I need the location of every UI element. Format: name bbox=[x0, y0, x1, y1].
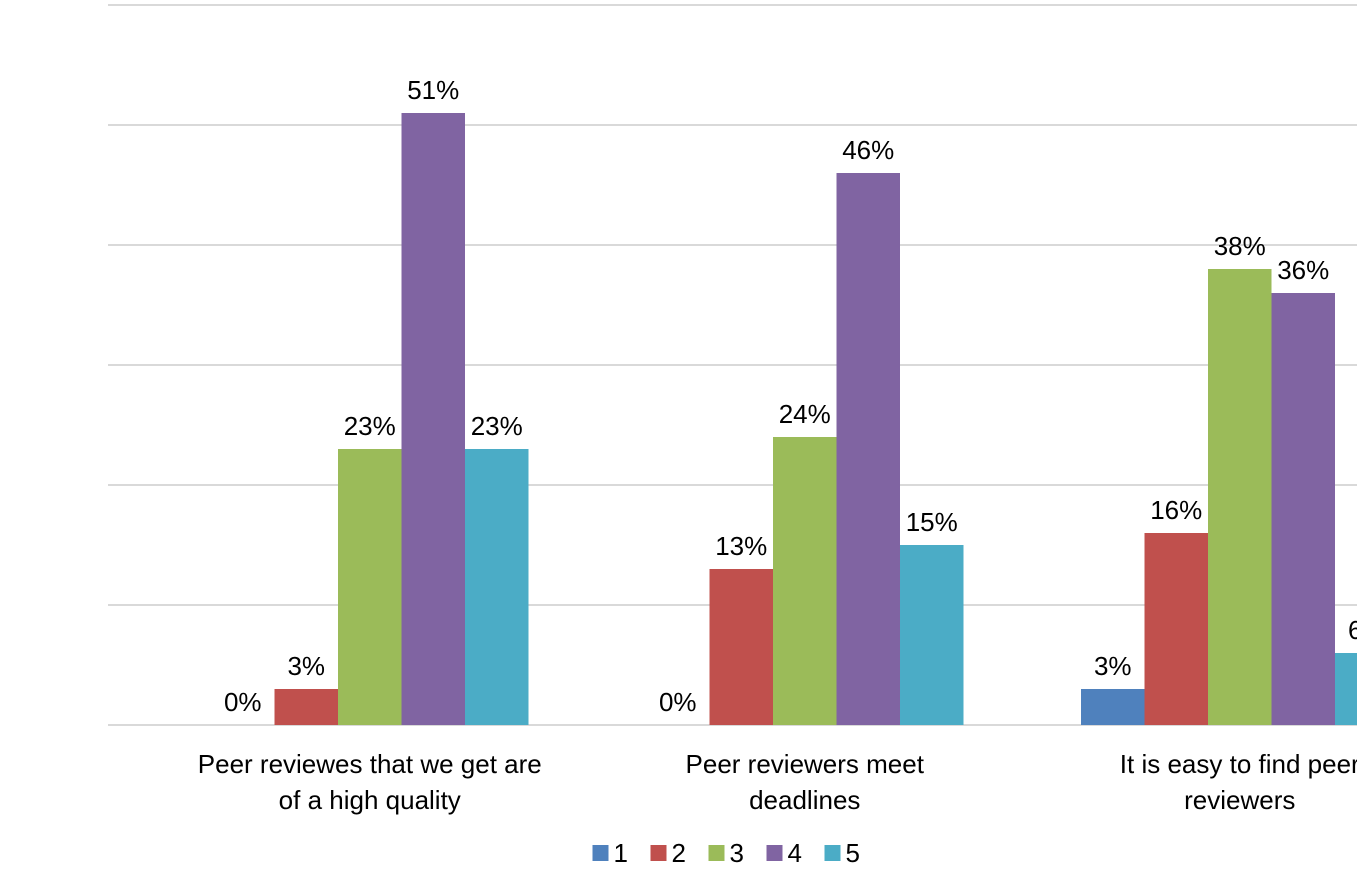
data-label: 24% bbox=[779, 399, 831, 429]
data-label: 51% bbox=[407, 75, 459, 105]
data-label: 6% bbox=[1348, 615, 1357, 645]
category-label: Peer reviewers meet bbox=[686, 749, 925, 779]
category-label: of a high quality bbox=[279, 785, 461, 815]
legend-item: 3 bbox=[708, 838, 744, 868]
data-label: 23% bbox=[344, 411, 396, 441]
data-label: 0% bbox=[659, 687, 697, 717]
data-label: 13% bbox=[715, 531, 767, 561]
bar-series-5 bbox=[900, 545, 964, 725]
data-label: 16% bbox=[1150, 495, 1202, 525]
legend: 1 2 3 4 5 bbox=[592, 838, 860, 868]
bar-series-5 bbox=[1335, 653, 1357, 725]
bar-series-2 bbox=[1144, 533, 1208, 725]
data-label: 3% bbox=[287, 651, 325, 681]
legend-label: 5 bbox=[846, 838, 860, 868]
legend-label: 3 bbox=[730, 838, 744, 868]
legend-item: 2 bbox=[650, 838, 686, 868]
bar-series-1 bbox=[1081, 689, 1145, 725]
legend-swatch bbox=[592, 845, 609, 861]
bar-series-3 bbox=[338, 449, 402, 725]
bar-series-4 bbox=[401, 113, 465, 725]
data-label: 23% bbox=[471, 411, 523, 441]
legend-swatch bbox=[766, 845, 783, 861]
data-label: 46% bbox=[842, 135, 894, 165]
category-axis: Peer reviewes that we get are of a high q… bbox=[198, 749, 1357, 815]
bar-series-3 bbox=[773, 437, 837, 725]
legend-swatch bbox=[650, 845, 667, 861]
legend-swatch bbox=[824, 845, 841, 861]
data-label: 38% bbox=[1214, 231, 1266, 261]
bar-series-2 bbox=[274, 689, 338, 725]
category-label: deadlines bbox=[749, 785, 860, 815]
data-label: 0% bbox=[224, 687, 262, 717]
legend-swatch bbox=[708, 845, 725, 861]
bar-series-4 bbox=[836, 173, 900, 725]
bar-series-5 bbox=[465, 449, 529, 725]
bar-series-3 bbox=[1208, 269, 1272, 725]
bar-series-2 bbox=[709, 569, 773, 725]
data-label: 36% bbox=[1277, 255, 1329, 285]
legend-label: 1 bbox=[614, 838, 628, 868]
gridlines bbox=[108, 4, 1357, 726]
bars bbox=[274, 113, 1357, 725]
legend-item: 5 bbox=[824, 838, 860, 868]
category-label: Peer reviewes that we get are bbox=[198, 749, 542, 779]
category-label: It is easy to find peer bbox=[1120, 749, 1357, 779]
legend-label: 2 bbox=[672, 838, 686, 868]
legend-item: 1 bbox=[592, 838, 628, 868]
legend-item: 4 bbox=[766, 838, 802, 868]
data-label: 3% bbox=[1094, 651, 1132, 681]
category-label: reviewers bbox=[1184, 785, 1295, 815]
value-labels: 0% 3% 23% 51% 23% 0% 13% 24% 46% 15% 3% 16% 38% 36% 6% bbox=[224, 75, 1357, 717]
data-label: 15% bbox=[906, 507, 958, 537]
bar-series-4 bbox=[1271, 293, 1335, 725]
legend-label: 4 bbox=[788, 838, 802, 868]
